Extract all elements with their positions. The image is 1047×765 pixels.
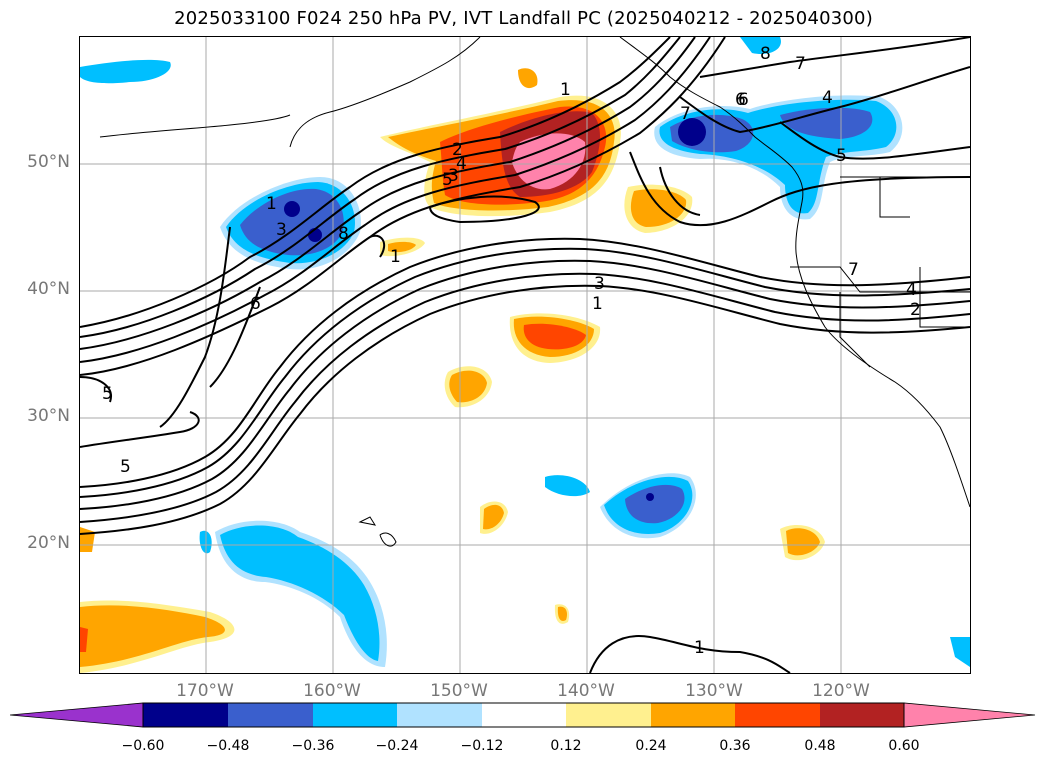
lat-label-30n: 30°N xyxy=(27,406,70,426)
map-canvas: 1 2 3 4 5 6 7 8 1 3 8 6 1 7 6 4 5 7 4 2 … xyxy=(80,37,970,673)
lon-label-120w: 120°W xyxy=(812,681,870,701)
contour-label: 4 xyxy=(822,88,833,108)
contour-label: 4 xyxy=(456,154,467,174)
contour-label: 7 xyxy=(680,104,691,124)
contour-label: 2 xyxy=(452,140,463,160)
contour-label: 1 xyxy=(694,638,705,658)
colorbar-segment xyxy=(10,702,144,728)
colorbar-tick: 0.12 xyxy=(550,738,582,754)
contour-label: 1 xyxy=(266,194,277,214)
colorbar xyxy=(10,702,1036,728)
colorbar-tick: −0.24 xyxy=(375,738,419,754)
colorbar-tick: 0.60 xyxy=(888,738,920,754)
colorbar-segment xyxy=(566,703,651,727)
colorbar-tick: −0.12 xyxy=(460,738,504,754)
colorbar-segment xyxy=(228,703,313,727)
lon-label-150w: 150°W xyxy=(430,681,488,701)
lon-label-130w: 130°W xyxy=(685,681,743,701)
contour-label: 5 xyxy=(120,457,131,477)
contour-label: 2 xyxy=(910,300,921,320)
lon-label-170w: 170°W xyxy=(176,681,234,701)
contour-label: 1 xyxy=(390,247,401,267)
lon-label-140w: 140°W xyxy=(557,681,615,701)
colorbar-segment xyxy=(903,702,1036,728)
contour-label: 3 xyxy=(276,220,287,240)
contour-label: 8 xyxy=(760,44,771,64)
contour-label: 5 xyxy=(442,170,453,190)
contour-label: 5 xyxy=(102,384,113,404)
map-title: 2025033100 F024 250 hPa PV, IVT Landfall… xyxy=(174,8,873,29)
lat-label-20n: 20°N xyxy=(27,533,70,553)
contour-label: 3 xyxy=(594,274,605,294)
contour-label: 6 xyxy=(738,90,749,110)
contour-label: 6 xyxy=(735,90,746,110)
coastlines xyxy=(99,37,970,547)
lon-label-160w: 160°W xyxy=(303,681,361,701)
contour-lines xyxy=(80,37,970,673)
map-panel: 1 2 3 4 5 6 7 8 1 3 8 6 1 7 6 4 5 7 4 2 … xyxy=(79,36,971,674)
contour-label: 4 xyxy=(906,280,917,300)
colorbar-tick: 0.36 xyxy=(719,738,751,754)
colorbar-tick: −0.60 xyxy=(121,738,165,754)
colorbar-tick: 0.48 xyxy=(804,738,836,754)
colorbar-tick: −0.36 xyxy=(291,738,335,754)
contour-label: 7 xyxy=(795,54,806,74)
contour-label: 5 xyxy=(836,146,847,166)
lat-label-40n: 40°N xyxy=(27,279,70,299)
colorbar-segment xyxy=(397,703,482,727)
colorbar-segment xyxy=(313,703,397,727)
colorbar-segment xyxy=(735,703,820,727)
contour-label: 1 xyxy=(560,80,571,100)
contour-label: 3 xyxy=(448,166,459,186)
colorbar-segment xyxy=(820,703,904,727)
contour-labels: 1 2 3 4 5 6 7 8 1 3 8 6 1 7 6 4 5 7 4 2 … xyxy=(102,44,921,658)
colorbar-segment xyxy=(651,703,735,727)
colorbar-tick: 0.24 xyxy=(635,738,667,754)
contour-label: 6 xyxy=(250,294,261,314)
lat-label-50n: 50°N xyxy=(27,152,70,172)
contour-label: 1 xyxy=(592,294,603,314)
colorbar-segment xyxy=(482,703,566,727)
shaded-anomalies xyxy=(80,37,970,673)
colorbar-tick: −0.48 xyxy=(206,738,250,754)
contour-label: 7 xyxy=(848,260,859,280)
contour-label: 8 xyxy=(338,224,349,244)
colorbar-segment xyxy=(143,703,228,727)
